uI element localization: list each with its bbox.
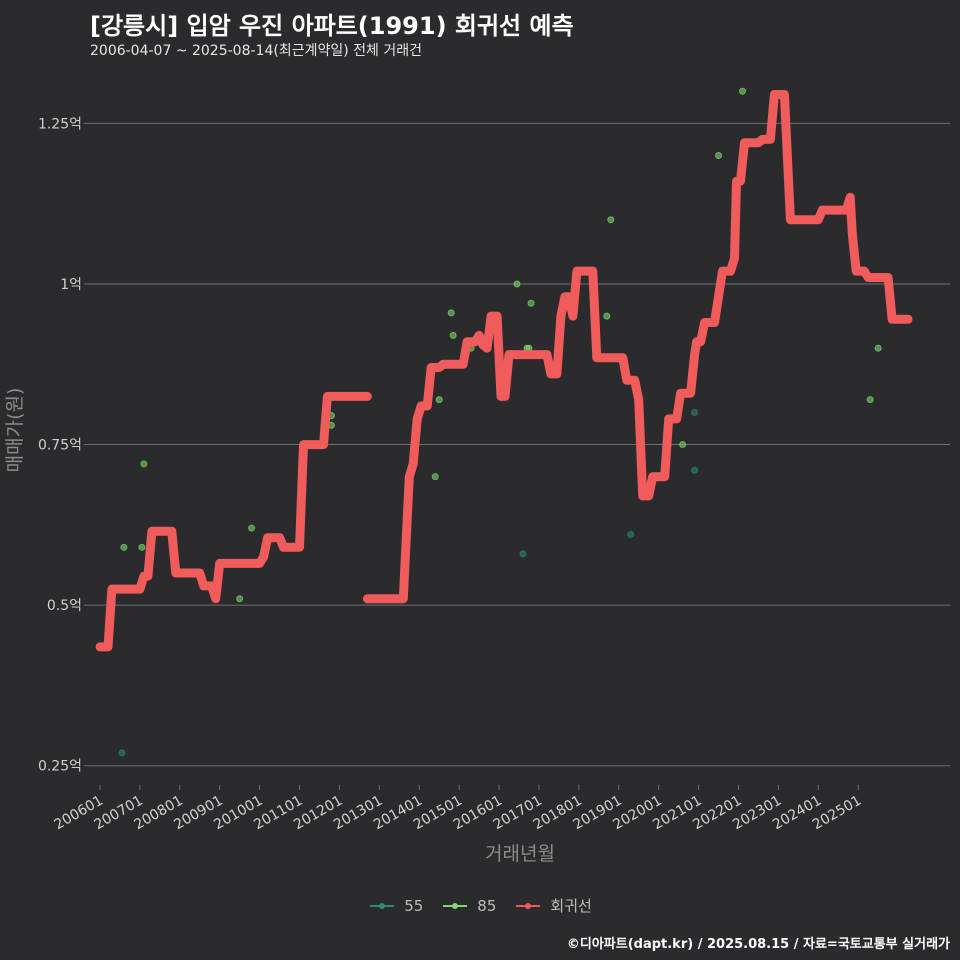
point-85: [447, 309, 455, 317]
regression-segment: [95, 391, 372, 652]
y-tick-label: 0.75억: [38, 438, 82, 454]
point-55: [691, 466, 699, 474]
regression-segment: [362, 90, 913, 604]
regression-line: [95, 90, 913, 652]
point-85: [236, 595, 244, 603]
point-85: [513, 280, 521, 288]
y-tick-label: 1.25억: [38, 116, 82, 132]
point-85: [138, 543, 146, 551]
point-85: [738, 87, 746, 95]
point-85: [603, 312, 611, 320]
legend-key-regression: [514, 899, 542, 913]
chart-subtitle: 2006-04-07 ~ 2025-08-14(최근계약일) 전체 거래건: [90, 43, 422, 59]
point-85: [874, 344, 882, 352]
point-55: [118, 749, 126, 757]
y-tick-label: 0.5억: [47, 598, 82, 614]
point-85: [248, 524, 256, 532]
point-85: [140, 460, 148, 468]
scatter-points: [118, 87, 882, 757]
x-axis-label: 거래년월: [485, 843, 555, 865]
y-tick-label: 1억: [60, 277, 82, 293]
point-85: [431, 473, 439, 481]
point-85: [679, 441, 687, 449]
legend-key-s85: [441, 899, 469, 913]
legend-item-s55: 55: [368, 897, 423, 915]
legend-label: 85: [477, 896, 497, 915]
legend-label: 55: [404, 896, 424, 915]
y-tick-label: 0.25억: [38, 759, 82, 775]
point-85: [715, 152, 723, 160]
legend-item-s85: 85: [441, 897, 496, 915]
point-85: [866, 396, 874, 404]
point-85: [607, 216, 615, 224]
point-85: [527, 299, 535, 307]
legend-key-s55: [368, 899, 396, 913]
legend-label: 회귀선: [550, 897, 592, 915]
source-credit: ©디아파트(dapt.kr) / 2025.08.15 / 자료=국토교통부 실…: [566, 937, 950, 952]
chart-title: [강릉시] 입암 우진 아파트(1991) 회귀선 예측: [90, 12, 574, 40]
y-axis-label: 매매가(원): [4, 388, 26, 473]
point-85: [449, 331, 457, 339]
x-axis: 2006012007012008012009012010012011012012…: [52, 785, 864, 833]
legend-item-regression: 회귀선: [514, 895, 592, 916]
point-85: [120, 543, 128, 551]
point-85: [435, 396, 443, 404]
grid-lines: [88, 122, 950, 767]
point-55: [519, 550, 527, 558]
y-axis: 0.25억 0.5억 0.75억 1억 1.25억: [38, 116, 88, 775]
chart-legend: 55 85 회귀선: [0, 895, 960, 916]
point-55: [691, 408, 699, 416]
point-55: [627, 530, 635, 538]
